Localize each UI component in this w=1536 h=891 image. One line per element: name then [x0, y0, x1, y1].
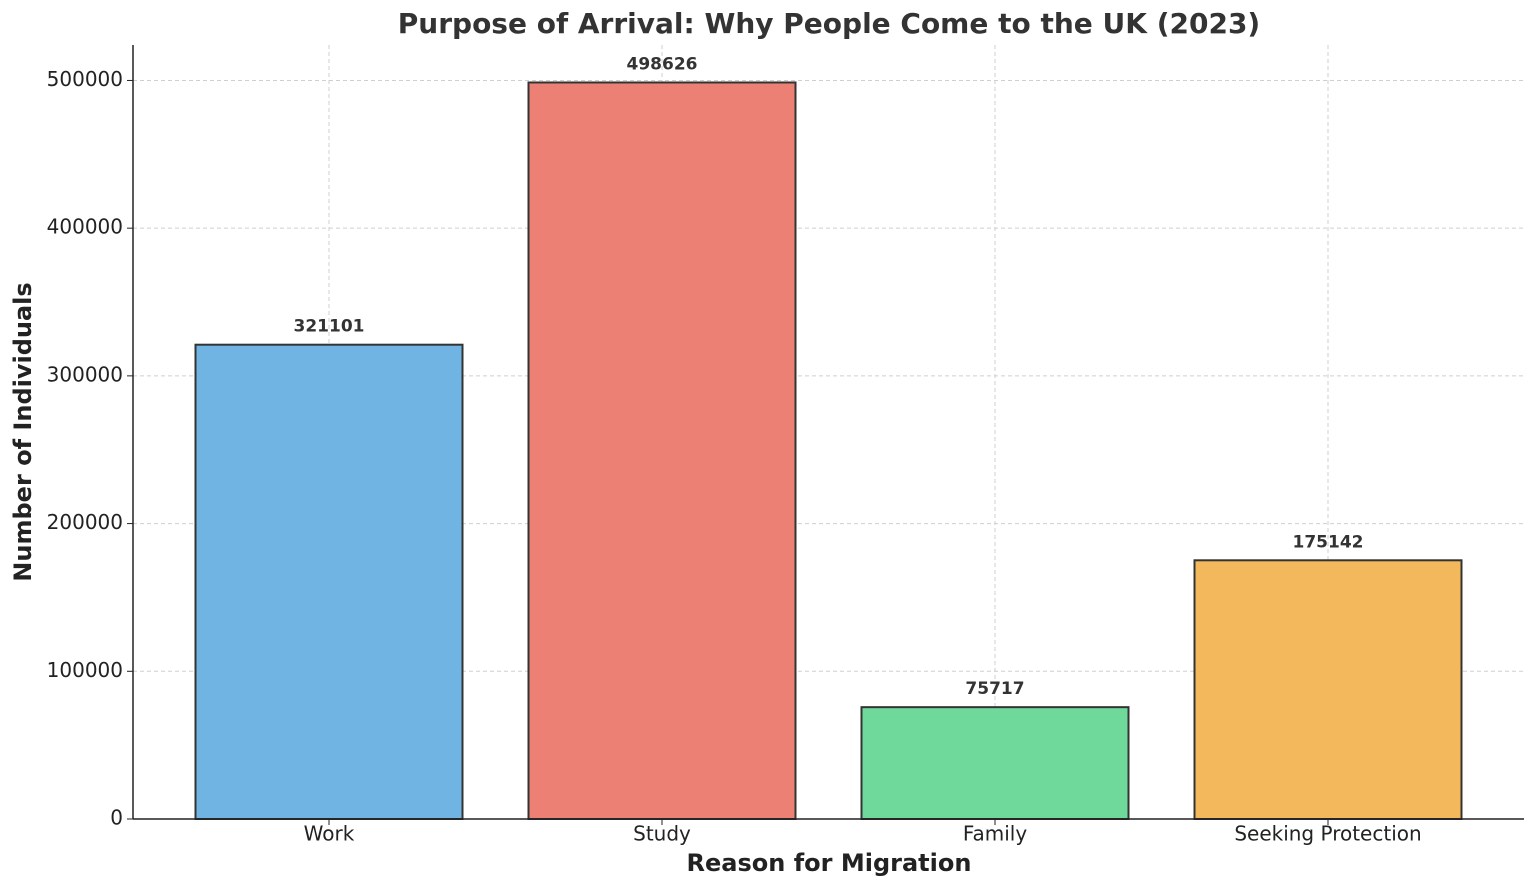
- value-label: 75717: [965, 679, 1024, 699]
- chart-title: Purpose of Arrival: Why People Come to t…: [398, 7, 1260, 40]
- y-tick-label: 0: [110, 806, 123, 830]
- y-axis-label: Number of Individuals: [9, 282, 37, 581]
- bar: [860, 706, 1130, 820]
- x-tick-label: Family: [963, 822, 1028, 846]
- x-tick-label: Work: [304, 822, 355, 846]
- bar: [194, 343, 464, 820]
- x-axis-label: Reason for Migration: [687, 849, 972, 877]
- x-tick-label: Study: [633, 822, 691, 846]
- value-label: 175142: [1293, 532, 1364, 552]
- value-label: 321101: [294, 317, 365, 337]
- y-tick-label: 200000: [47, 510, 123, 534]
- x-tick-label: Seeking Protection: [1234, 822, 1421, 846]
- y-tick-label: 100000: [47, 658, 123, 682]
- value-label: 498626: [627, 54, 698, 74]
- y-tick-label: 300000: [47, 362, 123, 386]
- bar: [527, 81, 797, 820]
- y-tick-label: 400000: [47, 215, 123, 239]
- y-tick-label: 500000: [47, 67, 123, 91]
- bar: [1193, 559, 1463, 821]
